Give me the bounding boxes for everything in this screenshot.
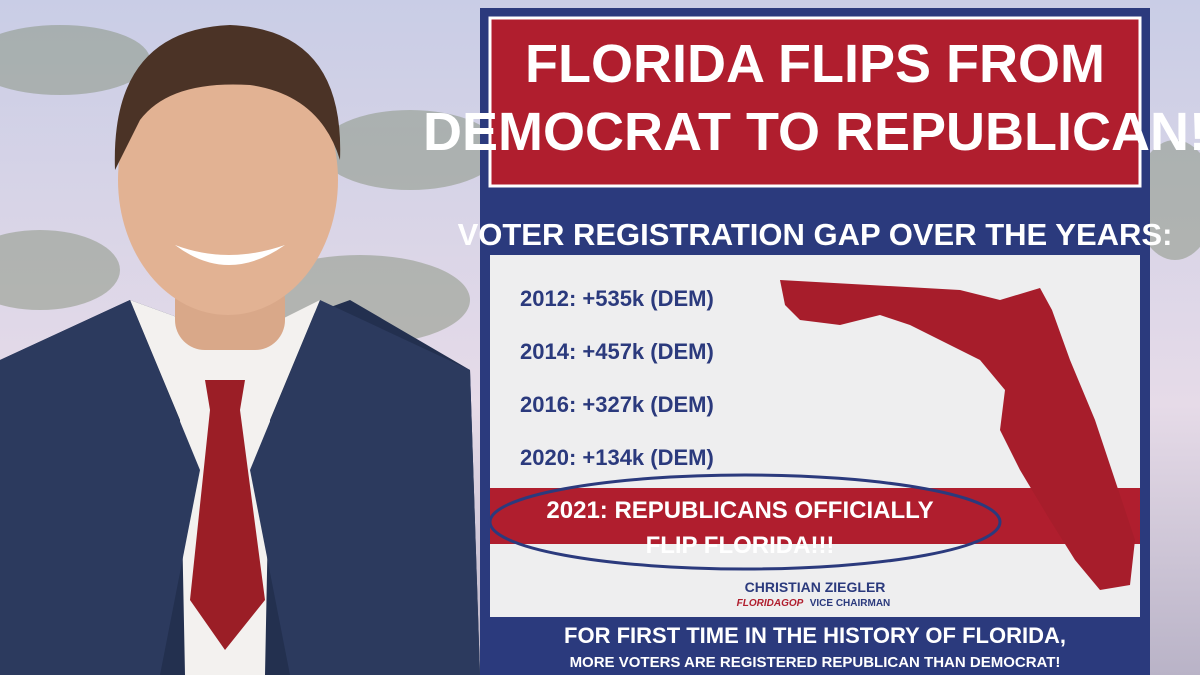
item: 2016: +327k (DEM) <box>520 392 714 417</box>
signature-role: VICE CHAIRMAN <box>810 598 891 609</box>
title: FLORIDA FLIPS FROM <box>525 34 1105 94</box>
title: DEMOCRAT TO REPUBLICAN! <box>423 102 1200 162</box>
palms <box>0 25 1200 345</box>
portrait <box>0 25 480 675</box>
signature-name: CHRISTIAN ZIEGLER <box>745 579 886 595</box>
item: 2020: +134k (DEM) <box>520 445 714 470</box>
item: 2014: +457k (DEM) <box>520 339 714 364</box>
signature-org: FLORIDAGOP <box>737 598 804 609</box>
highlight: 2021: REPUBLICANS OFFICIALLY <box>546 497 933 524</box>
footer: FOR FIRST TIME IN THE HISTORY OF FLORIDA… <box>564 623 1066 648</box>
subtitle: VOTER REGISTRATION GAP OVER THE YEARS: <box>458 217 1173 252</box>
red-stripe <box>490 488 1140 544</box>
footer: MORE VOTERS ARE REGISTERED REPUBLICAN TH… <box>570 654 1061 671</box>
item: 2012: +535k (DEM) <box>520 286 714 311</box>
highlight-circle <box>488 473 1002 571</box>
highlight: FLIP FLORIDA!!! <box>646 532 835 559</box>
florida-map <box>780 280 1135 590</box>
title-box <box>488 16 1142 188</box>
